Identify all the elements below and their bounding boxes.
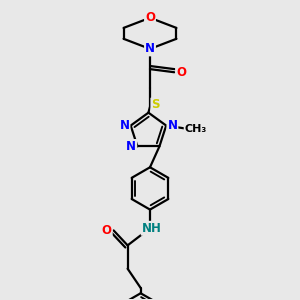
Text: S: S <box>151 98 160 111</box>
Text: N: N <box>145 42 155 56</box>
Text: CH₃: CH₃ <box>184 124 207 134</box>
Text: N: N <box>119 119 130 132</box>
Text: O: O <box>145 11 155 24</box>
Text: N: N <box>167 119 177 132</box>
Text: O: O <box>176 66 186 79</box>
Text: O: O <box>102 224 112 237</box>
Text: N: N <box>126 140 136 153</box>
Text: NH: NH <box>142 222 161 235</box>
